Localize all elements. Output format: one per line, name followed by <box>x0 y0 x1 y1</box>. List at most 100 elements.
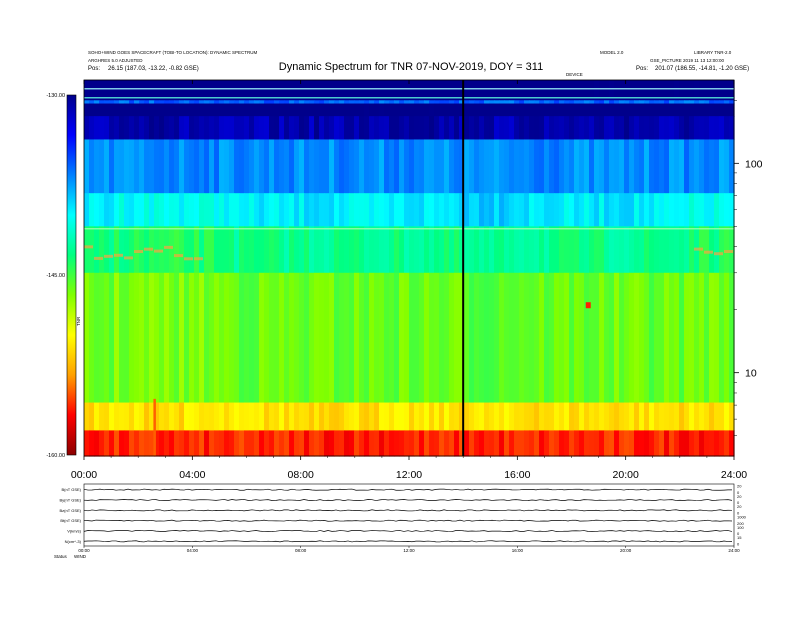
spectrum-cell <box>639 80 645 101</box>
spectrum-cell <box>684 116 690 141</box>
spectrum-cell <box>419 139 425 194</box>
header-right-pos-label: Pos: <box>636 66 648 72</box>
spectrum-cell <box>304 193 310 227</box>
spectrum-cell <box>104 272 110 404</box>
spectrum-cell <box>344 272 350 404</box>
spectrum-cell <box>269 430 275 457</box>
spectrum-cell <box>629 272 635 404</box>
spectrum-cell <box>409 226 415 274</box>
spectrum-cell <box>279 139 285 194</box>
spectrum-cell <box>179 139 185 194</box>
spectrum-cell <box>364 193 370 227</box>
spectrum-cell <box>694 80 700 101</box>
spectrum-cell <box>469 193 475 227</box>
spectrum-cell <box>209 193 215 227</box>
spectrum-cell <box>509 100 515 105</box>
spectrum-cell <box>369 80 375 101</box>
timeseries-trace <box>83 519 733 522</box>
spectrum-cell <box>119 402 125 432</box>
spectrum-cell <box>719 430 725 457</box>
spectrum-cell <box>699 272 705 404</box>
spectrum-cell <box>209 139 215 194</box>
spectrum-cell <box>689 430 695 457</box>
spectrum-cell <box>589 430 595 457</box>
spectrum-cell <box>469 402 475 432</box>
spectrum-cell <box>299 116 305 141</box>
spectrum-cell <box>179 430 185 457</box>
spectrum-cell <box>364 402 370 432</box>
spectrum-cell <box>504 80 510 101</box>
spectrum-cell <box>584 402 590 432</box>
spectrum-cell <box>199 100 205 105</box>
spectrum-cell <box>664 80 670 101</box>
spectrum-cell <box>384 193 390 227</box>
spectrum-cell <box>199 80 205 101</box>
spectrum-cell <box>524 116 530 141</box>
spectrum-cell <box>569 226 575 274</box>
spectrum-cell <box>209 430 215 457</box>
spectrum-cell <box>729 402 735 432</box>
spectrum-cell <box>569 139 575 194</box>
spectrum-cell <box>84 226 90 274</box>
spectrum-cell <box>354 103 360 117</box>
spectrum-cell <box>324 100 330 105</box>
spectrum-cell <box>349 193 355 227</box>
spectrum-cell <box>644 103 650 117</box>
spectrum-cell <box>679 226 685 274</box>
spectrum-cell <box>294 272 300 404</box>
spectrum-cell <box>649 116 655 141</box>
spectrum-cell <box>534 103 540 117</box>
spectrum-cell <box>384 430 390 457</box>
spectrum-cell <box>494 103 500 117</box>
spectrum-cell <box>134 100 140 105</box>
spectrum-cell <box>159 402 165 432</box>
spectrum-cell <box>534 116 540 141</box>
spectrum-cell <box>694 402 700 432</box>
spectrum-cell <box>729 430 735 457</box>
spectrum-cell <box>549 139 555 194</box>
spectrum-cell <box>469 116 475 141</box>
spectrum-cell <box>284 402 290 432</box>
spectrum-cell <box>369 100 375 105</box>
spectrum-cell <box>214 100 220 105</box>
spectrum-cell <box>614 430 620 457</box>
spectrum-cell <box>89 272 95 404</box>
spectrum-cell <box>654 402 660 432</box>
spectrum-cell <box>474 430 480 457</box>
spectrum-cell <box>184 116 190 141</box>
spectrum-cell <box>704 139 710 194</box>
spectrum-cell <box>264 103 270 117</box>
spectrum-cell <box>454 139 460 194</box>
spectrum-cell <box>179 402 185 432</box>
spectrum-cell <box>479 100 485 105</box>
spectrum-cell <box>699 139 705 194</box>
spectrum-cell <box>674 100 680 105</box>
spectrum-cell <box>629 226 635 274</box>
spectrum-cell <box>234 100 240 105</box>
spectrum-cell <box>389 116 395 141</box>
spectrum-cell <box>84 193 90 227</box>
spectrum-cell <box>359 139 365 194</box>
spectrum-cell <box>139 430 145 457</box>
spectrum-cell <box>259 226 265 274</box>
spectrum-cell <box>479 272 485 404</box>
spectrum-cell <box>459 430 465 457</box>
spectrum-cell <box>399 193 405 227</box>
spectrum-cell <box>664 272 670 404</box>
spectrum-cell <box>714 193 720 227</box>
spectrum-cell <box>524 139 530 194</box>
colorbar-label: TNR <box>76 316 81 326</box>
spectrum-cell <box>699 80 705 101</box>
spectrum-cell <box>394 430 400 457</box>
spectrum-cell <box>389 226 395 274</box>
spectrum-cell <box>624 80 630 101</box>
spectrum-cell <box>304 272 310 404</box>
spectrum-cell <box>319 100 325 105</box>
spectrum-cell <box>474 272 480 404</box>
spectrum-cell <box>474 100 480 105</box>
spectrum-cell <box>124 100 130 105</box>
spectrum-cell <box>599 226 605 274</box>
spectrum-cell <box>189 430 195 457</box>
spectrum-cell <box>509 193 515 227</box>
spectrum-cell <box>214 80 220 101</box>
